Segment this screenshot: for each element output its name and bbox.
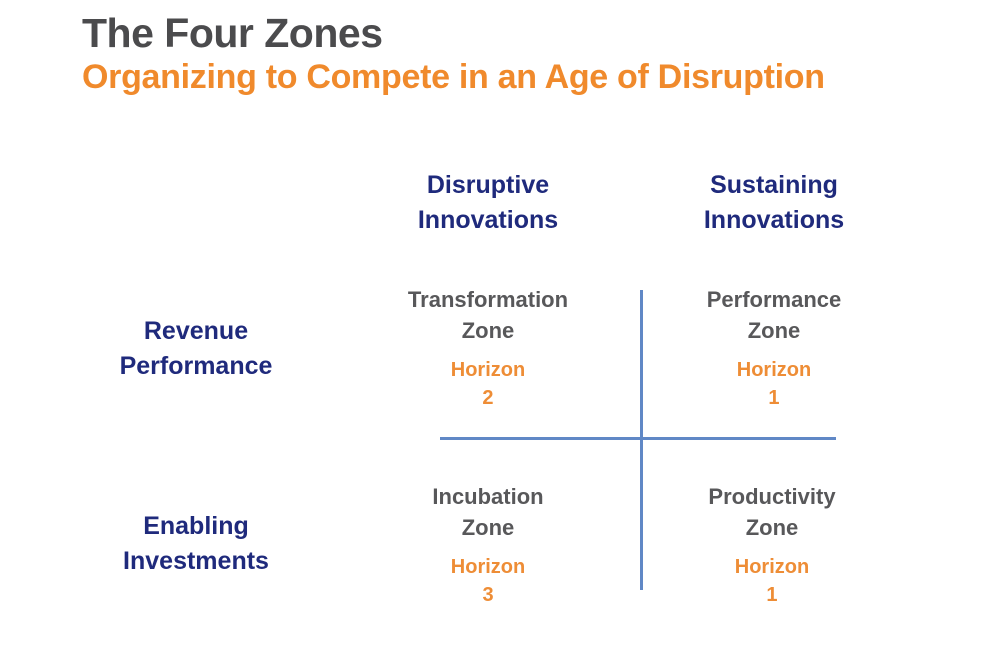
- zone-transformation: Transformation Zone Horizon 2: [408, 284, 568, 412]
- row-header-revenue: Revenue Performance: [120, 314, 273, 384]
- zone-incubation: Incubation Zone Horizon 3: [432, 481, 543, 609]
- column-header-line: Innovations: [417, 206, 559, 234]
- zone-name: Productivity: [708, 484, 836, 509]
- column-header-line: Disruptive: [426, 171, 550, 199]
- horizon-label: Horizon: [450, 556, 526, 578]
- horizon-number: 1: [768, 387, 780, 409]
- column-header-sustaining: Sustaining Innovations: [704, 168, 844, 238]
- zone-name: Zone: [461, 515, 515, 540]
- vertical-axis-line: [640, 290, 643, 590]
- horizon-label: Horizon: [450, 359, 526, 381]
- row-header-enabling: Enabling Investments: [123, 509, 269, 579]
- zone-name: Zone: [747, 318, 801, 343]
- horizon-number: 1: [766, 584, 778, 606]
- zone-name: Zone: [745, 515, 799, 540]
- horizon-number: 2: [482, 387, 494, 409]
- zone-name: Performance: [706, 287, 842, 312]
- title: The Four Zones: [82, 10, 383, 56]
- horizon-number: 3: [482, 584, 494, 606]
- zone-name: Transformation: [407, 287, 569, 312]
- row-header-line: Performance: [119, 352, 273, 380]
- zone-productivity: Productivity Zone Horizon 1: [708, 481, 835, 609]
- column-header-disruptive: Disruptive Innovations: [418, 168, 558, 238]
- horizon-label: Horizon: [734, 556, 810, 578]
- subtitle: Organizing to Compete in an Age of Disru…: [82, 58, 825, 96]
- row-header-line: Investments: [123, 547, 269, 575]
- zone-name: Zone: [461, 318, 515, 343]
- column-header-line: Sustaining: [710, 171, 838, 199]
- horizontal-axis-line: [440, 437, 836, 440]
- zone-performance: Performance Zone Horizon 1: [707, 284, 842, 412]
- horizon-label: Horizon: [736, 359, 812, 381]
- zone-name: Incubation: [432, 484, 544, 509]
- column-header-line: Innovations: [703, 206, 845, 234]
- row-header-line: Revenue: [143, 317, 249, 345]
- row-header-line: Enabling: [143, 512, 249, 540]
